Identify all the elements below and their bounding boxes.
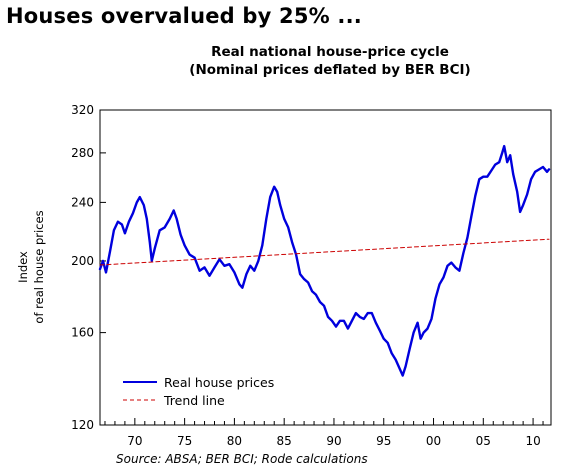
x-tick-label-70: 70 xyxy=(127,434,142,448)
chart-title-line-2: (Nominal prices deflated by BER BCI) xyxy=(189,62,471,78)
y-axis-title-line-1: Index xyxy=(16,251,30,283)
legend-label-real-house-prices: Real house prices xyxy=(164,375,274,390)
y-tick-label-120: 120 xyxy=(71,418,94,432)
legend: Real house prices Trend line xyxy=(123,375,274,408)
series-real-house-prices xyxy=(98,144,551,377)
source-note: Source: ABSA; BER BCI; Rode calculations xyxy=(116,452,368,466)
x-tick-label-85: 85 xyxy=(277,434,292,448)
x-tick-label-10: 10 xyxy=(525,434,540,448)
x-tick-label-90: 90 xyxy=(326,434,341,448)
x-tick-label-80: 80 xyxy=(227,434,242,448)
x-tick-label-75: 75 xyxy=(177,434,192,448)
x-axis: 70 75 80 85 90 95 00 05 10 xyxy=(104,418,544,448)
x-tick-label-95: 95 xyxy=(376,434,391,448)
series-trend-line xyxy=(99,238,550,266)
y-tick-label-240: 240 xyxy=(71,195,94,209)
legend-label-trend-line: Trend line xyxy=(163,393,225,408)
x-tick-label-05: 05 xyxy=(476,434,491,448)
y-tick-label-280: 280 xyxy=(71,146,94,160)
y-tick-label-200: 200 xyxy=(71,254,94,268)
chart-title-line-1: Real national house-price cycle xyxy=(211,44,449,60)
y-tick-label-320: 320 xyxy=(71,103,94,117)
headline: Houses overvalued by 25% ... xyxy=(6,4,362,28)
y-axis-title-line-2: of real house prices xyxy=(32,210,46,323)
x-tick-label-00: 00 xyxy=(426,434,441,448)
y-axis: 120 160 200 240 280 320 xyxy=(71,103,106,432)
series-layer xyxy=(98,144,551,377)
y-tick-label-160: 160 xyxy=(71,326,94,340)
